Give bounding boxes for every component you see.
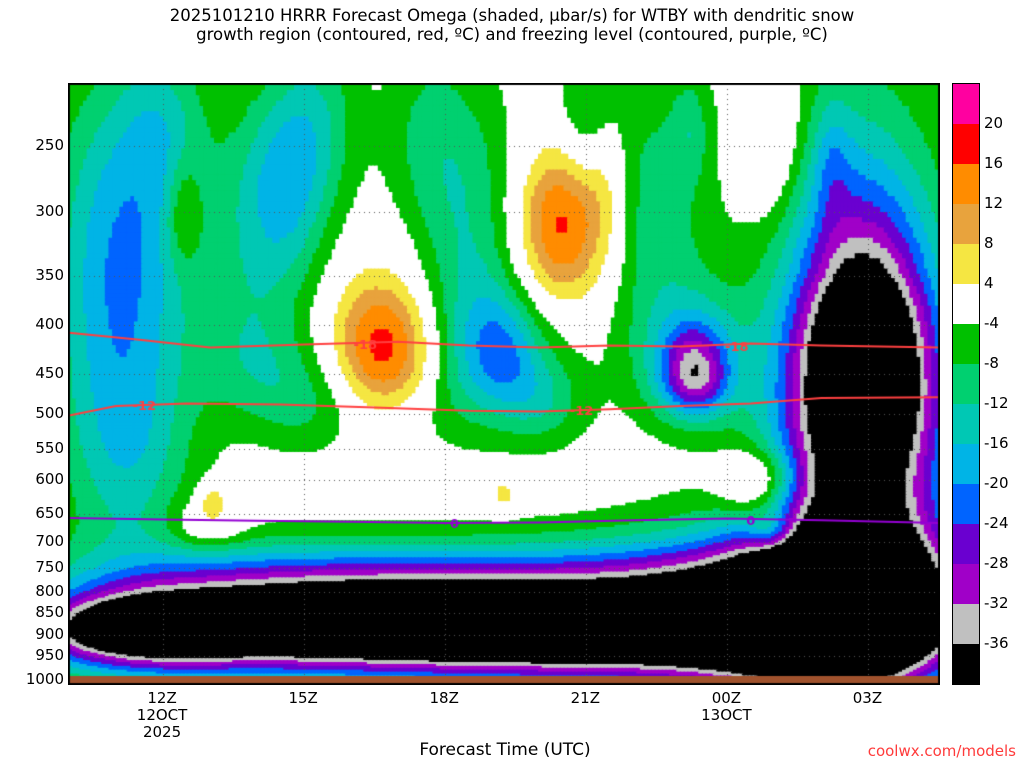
y-tick-900: 900 (35, 625, 64, 643)
colorbar-segment-14 (953, 644, 979, 685)
colorbar-label--12: -12 (984, 394, 1009, 412)
omega-heatmap-canvas (69, 84, 939, 684)
chart-canvas-holder (69, 84, 939, 684)
y-axis-tick-labels: 250 300 350 400 450 500 550 600 650 700 750 800 850 9… (0, 83, 64, 688)
y-tick-850: 850 (35, 603, 64, 621)
colorbar-segment-8 (953, 404, 979, 445)
y-tick-550: 550 (35, 439, 64, 457)
colorbar-segment-0 (953, 84, 979, 125)
colorbar-segment-7 (953, 364, 979, 405)
x-tick-18Z: 18Z (429, 689, 459, 707)
y-tick-1000: 1000 (25, 670, 64, 688)
y-tick-400: 400 (35, 315, 64, 333)
page-title: 2025101210 HRRR Forecast Omega (shaded, … (0, 6, 1024, 44)
colorbar-segment-11 (953, 524, 979, 565)
chart-plot-area (68, 83, 940, 685)
y-tick-300: 300 (35, 202, 64, 220)
title-line-1: 2025101210 HRRR Forecast Omega (shaded, … (169, 6, 855, 25)
colorbar-label--16: -16 (984, 434, 1009, 452)
x-axis-title: Forecast Time (UTC) (419, 740, 591, 760)
y-tick-350: 350 (35, 266, 64, 284)
x-axis-tick-labels: 12Z 12OCT 2025 15Z 18Z 21Z 00Z 13OCT 03Z (68, 688, 942, 758)
colorbar-segment-2 (953, 164, 979, 205)
y-tick-700: 700 (35, 532, 64, 550)
colorbar-label--20: -20 (984, 474, 1009, 492)
y-tick-250: 250 (35, 136, 64, 154)
x-tick-12Z: 12Z 12OCT 2025 (136, 689, 188, 741)
colorbar-segment-9 (953, 444, 979, 485)
colorbar-label-8: 8 (984, 234, 994, 252)
x-tick-15Z: 15Z (288, 689, 318, 707)
title-line-2: growth region (contoured, red, ºC) and f… (196, 25, 828, 44)
colorbar-segment-13 (953, 604, 979, 645)
colorbar-segment-3 (953, 204, 979, 245)
colorbar-label--32: -32 (984, 594, 1009, 612)
colorbar-label-12: 12 (984, 194, 1004, 212)
colorbar-segment-4 (953, 244, 979, 285)
y-tick-800: 800 (35, 582, 64, 600)
x-tick-00Z: 00Z 13OCT (701, 689, 752, 724)
credit-watermark: coolwx.com/models (867, 742, 1016, 760)
y-tick-500: 500 (35, 404, 64, 422)
colorbar-label--28: -28 (984, 554, 1009, 572)
y-tick-450: 450 (35, 364, 64, 382)
colorbar-label--4: -4 (984, 314, 999, 332)
colorbar-label-4: 4 (984, 274, 994, 292)
y-tick-650: 650 (35, 504, 64, 522)
y-tick-600: 600 (35, 470, 64, 488)
x-tick-21Z: 21Z (570, 689, 600, 707)
colorbar-segment-12 (953, 564, 979, 605)
colorbar-segment-10 (953, 484, 979, 525)
colorbar-label--8: -8 (984, 354, 999, 372)
colorbar (952, 83, 980, 685)
colorbar-label--24: -24 (984, 514, 1009, 532)
colorbar-label-16: 16 (984, 154, 1004, 172)
x-tick-03Z: 03Z (852, 689, 883, 707)
colorbar-label--36: -36 (984, 634, 1009, 652)
colorbar-segment-6 (953, 324, 979, 365)
y-tick-950: 950 (35, 646, 64, 664)
y-tick-750: 750 (35, 558, 64, 576)
colorbar-segment-5 (953, 284, 979, 325)
colorbar-segment-1 (953, 124, 979, 165)
colorbar-label-20: 20 (984, 114, 1004, 132)
